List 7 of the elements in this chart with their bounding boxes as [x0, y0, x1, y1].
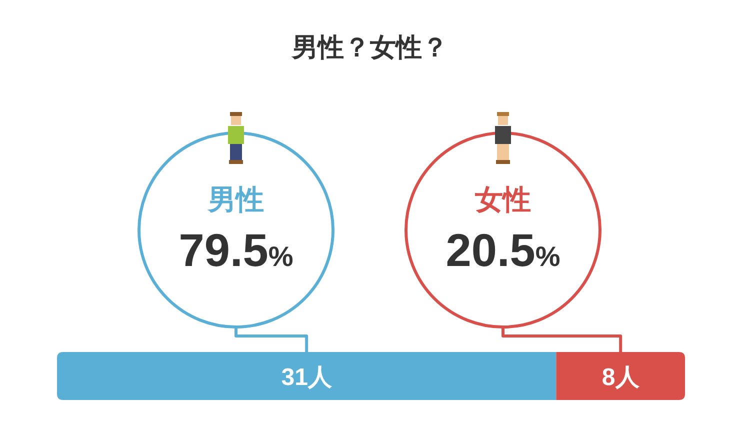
text: 女性	[474, 184, 531, 215]
data-label: 8人	[602, 364, 640, 391]
chart-title: 男性？女性？	[291, 32, 448, 62]
data-label: 31人	[281, 364, 333, 391]
text: 20.5%	[446, 224, 560, 276]
text: 79.5%	[178, 224, 294, 276]
text: 男性	[207, 184, 264, 215]
